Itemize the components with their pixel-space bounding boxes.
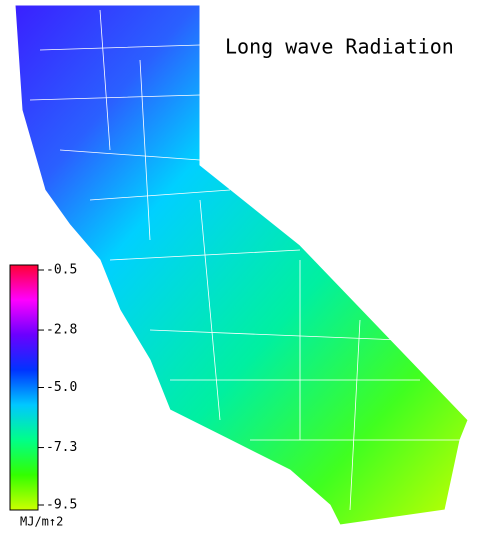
colorbar-tick-label: -7.3 bbox=[46, 440, 77, 455]
colorbar-tick-label: -9.5 bbox=[46, 498, 77, 513]
colorbar-label: MJ/m↑2 bbox=[20, 515, 63, 529]
colorbar-tick-label: -0.5 bbox=[46, 263, 77, 278]
colorbar-tick-label: -2.8 bbox=[46, 323, 77, 338]
county-lines bbox=[29, 9, 460, 511]
california-map bbox=[14, 4, 469, 526]
colorbar bbox=[9, 264, 39, 511]
colorbar-tick-label: -5.0 bbox=[46, 380, 77, 395]
map-title: Long wave Radiation bbox=[225, 35, 454, 59]
